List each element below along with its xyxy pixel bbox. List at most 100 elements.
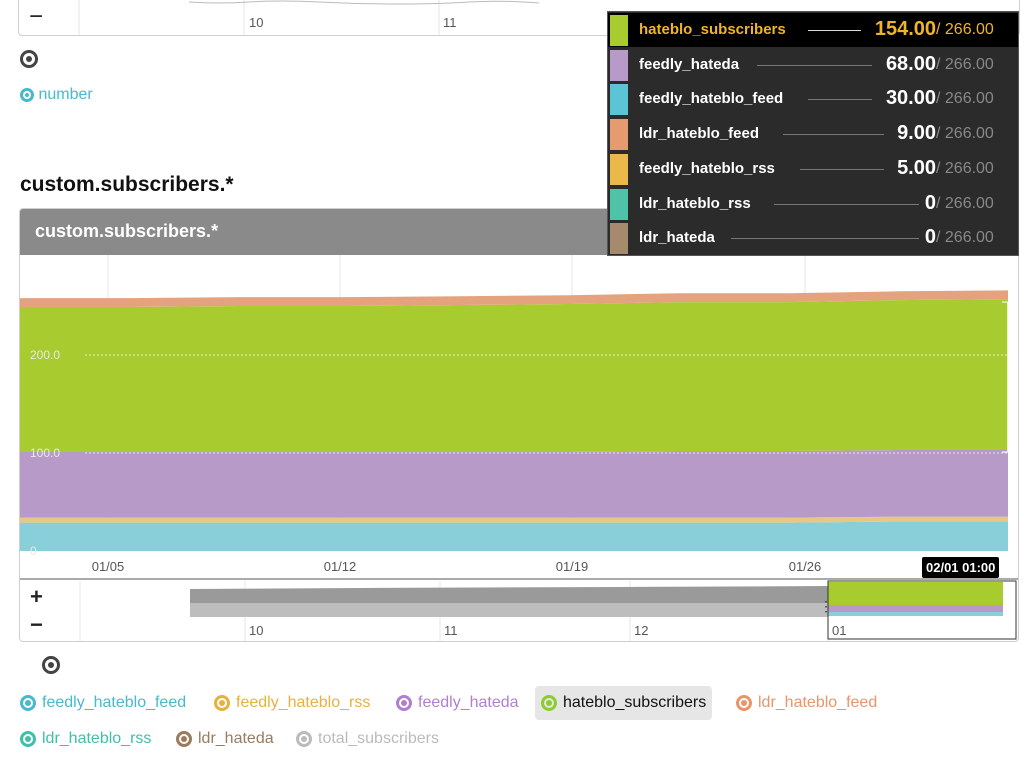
- radio-dot: [741, 700, 747, 706]
- area-series-feedly_hateblo_rss[interactable]: [20, 516, 1008, 523]
- y-tick-label: 200.0: [30, 348, 60, 362]
- panel-title: custom.subscribers.*: [35, 221, 219, 241]
- legend-item-total_subscribers[interactable]: total_subscribers: [290, 722, 445, 756]
- series-swatch: [610, 15, 628, 46]
- tooltip-row: ldr_hateblo_rss 0/ 266.00: [608, 187, 1018, 221]
- legend-label: ldr_hateda: [198, 730, 274, 747]
- navigator-selection-purple: [828, 605, 1003, 612]
- navigator-selection-blue: [828, 612, 1003, 616]
- radio-dot: [219, 700, 225, 706]
- zoom-out-button[interactable]: −: [30, 612, 43, 637]
- tooltip-row: ldr_hateblo_feed 9.00/ 266.00: [608, 117, 1018, 151]
- tooltip-series-name: feedly_hateblo_rss: [639, 159, 775, 177]
- navigator-area-lower: [190, 603, 828, 617]
- navigator-selection-green[interactable]: [828, 582, 1003, 605]
- navigator-tick-label: 12: [634, 623, 648, 638]
- radio-dot: [301, 736, 307, 742]
- tooltip-leader-line: [799, 168, 884, 170]
- y-tick-label: 100.0: [30, 446, 60, 460]
- series-swatch: [610, 49, 628, 81]
- stacked-area-chart[interactable]: 0 100.0 200.0 01/05 01/12 01/19 01/26 ⋮ 10 11 12 01: [20, 255, 1018, 641]
- area-series-ldr_hateblo_feed[interactable]: [20, 290, 1008, 307]
- top-zoom-out-button[interactable]: −: [29, 3, 44, 30]
- tooltip-leader-line: [774, 203, 919, 205]
- radio-icon: [541, 695, 557, 711]
- legend-item-feedly_hateblo_rss[interactable]: feedly_hateblo_rss: [208, 686, 376, 720]
- drag-handle-left[interactable]: ⋮: [819, 598, 833, 614]
- tooltip-series-name: ldr_hateblo_feed: [639, 125, 760, 143]
- series-swatch: [610, 119, 628, 151]
- radio-icon: [396, 695, 412, 711]
- tooltip-row: ldr_hateda 0/ 266.00: [608, 221, 1018, 255]
- tooltip-leader-line: [782, 134, 884, 136]
- y-tick-label: 0: [30, 544, 37, 558]
- tooltip-total: / 266.00: [936, 159, 994, 177]
- legend-item-hateblo_subscribers[interactable]: hateblo_subscribers: [535, 686, 713, 720]
- legend-label: feedly_hateblo_feed: [42, 694, 187, 711]
- tooltip-total: / 266.00: [936, 55, 994, 73]
- navigator-tick-label: 11: [444, 623, 458, 638]
- area-series-feedly_hateblo_feed[interactable]: [20, 521, 1008, 551]
- tooltip-series-name: feedly_hateblo_feed: [639, 90, 784, 108]
- radio-icon[interactable]: [20, 50, 38, 68]
- tooltip-total: / 266.00: [936, 229, 994, 247]
- top-axis-tick: 10: [249, 15, 264, 30]
- tooltip-series-name: ldr_hateblo_rss: [639, 194, 751, 212]
- tooltip-series-name: feedly_hateda: [639, 55, 740, 73]
- legend-item-ldr_hateda[interactable]: ldr_hateda: [170, 722, 280, 756]
- tooltip-total: / 266.00: [936, 21, 994, 38]
- navigator-tick-label: 10: [249, 623, 263, 638]
- legend-item-ldr_hateblo_rss[interactable]: ldr_hateblo_rss: [14, 722, 157, 756]
- radio-dot: [181, 736, 187, 742]
- hover-tooltip: hateblo_subscribers 154.00/ 266.00 feedly_…: [607, 11, 1019, 256]
- area-series-feedly_hateda[interactable]: [20, 450, 1008, 518]
- x-tick-label: 01/26: [789, 559, 822, 574]
- zoom-in-button[interactable]: +: [30, 584, 43, 609]
- area-series-hateblo_subscribers[interactable]: [20, 299, 1008, 453]
- tooltip-total: / 266.00: [936, 194, 994, 212]
- tooltip-series-value: 5.00: [897, 156, 936, 179]
- tooltip-row: feedly_hateblo_rss 5.00/ 266.00: [608, 152, 1018, 186]
- legend-label: number: [38, 86, 93, 103]
- navigator-tick-label: 01: [832, 623, 846, 638]
- legend-item-feedly_hateda[interactable]: feedly_hateda: [390, 686, 525, 720]
- radio-icon: [176, 731, 192, 747]
- radio-icon[interactable]: [42, 656, 61, 674]
- tooltip-row: feedly_hateda 68.00/ 266.00: [608, 48, 1018, 82]
- top-axis-tick: 11: [443, 15, 457, 30]
- tooltip-series-name: hateblo_subscribers: [639, 21, 786, 38]
- series-swatch: [610, 84, 628, 116]
- radio-icon: [296, 731, 312, 747]
- legend-item-feedly_hateblo_feed[interactable]: feedly_hateblo_feed: [14, 686, 192, 720]
- radio-dot: [25, 700, 31, 706]
- legend-item-number[interactable]: number: [20, 86, 93, 104]
- tooltip-series-value: 0: [924, 191, 936, 214]
- legend-label: feedly_hateblo_rss: [236, 694, 371, 711]
- tooltip-series-value: 0: [924, 226, 936, 249]
- radio-icon: [736, 695, 752, 711]
- series-swatch: [610, 153, 628, 185]
- series-swatch: [610, 223, 628, 255]
- tooltip-leader-line: [808, 99, 873, 101]
- tooltip-total: / 266.00: [936, 90, 994, 108]
- x-tick-label: 01/12: [324, 559, 357, 574]
- tooltip-series-name: ldr_hateda: [639, 229, 715, 247]
- top-navigator-svg: [78, 0, 540, 35]
- radio-icon: [20, 731, 36, 747]
- radio-dot: [401, 700, 407, 706]
- navigator-window[interactable]: [827, 580, 1017, 640]
- legend-label: hateblo_subscribers: [563, 694, 707, 711]
- tooltip-leader-line: [808, 30, 861, 31]
- chart-panel: custom.subscribers.* 0 100.0 200.0 01/05 01/…: [19, 208, 1019, 642]
- legend-item-ldr_hateblo_feed[interactable]: ldr_hateblo_feed: [730, 686, 883, 720]
- legend-label: feedly_hateda: [418, 694, 519, 711]
- tooltip-row: hateblo_subscribers 154.00/ 266.00: [608, 13, 1018, 47]
- radio-icon: [20, 695, 36, 711]
- tooltip-series-value: 68.00: [885, 52, 936, 75]
- tooltip-series-value: 9.00: [897, 122, 936, 145]
- legend-label: ldr_hateblo_rss: [42, 730, 152, 747]
- radio-dot: [546, 700, 552, 706]
- x-tick-label: 01/05: [92, 559, 125, 574]
- legend-label: total_subscribers: [318, 730, 439, 747]
- radio-dot: [25, 736, 31, 742]
